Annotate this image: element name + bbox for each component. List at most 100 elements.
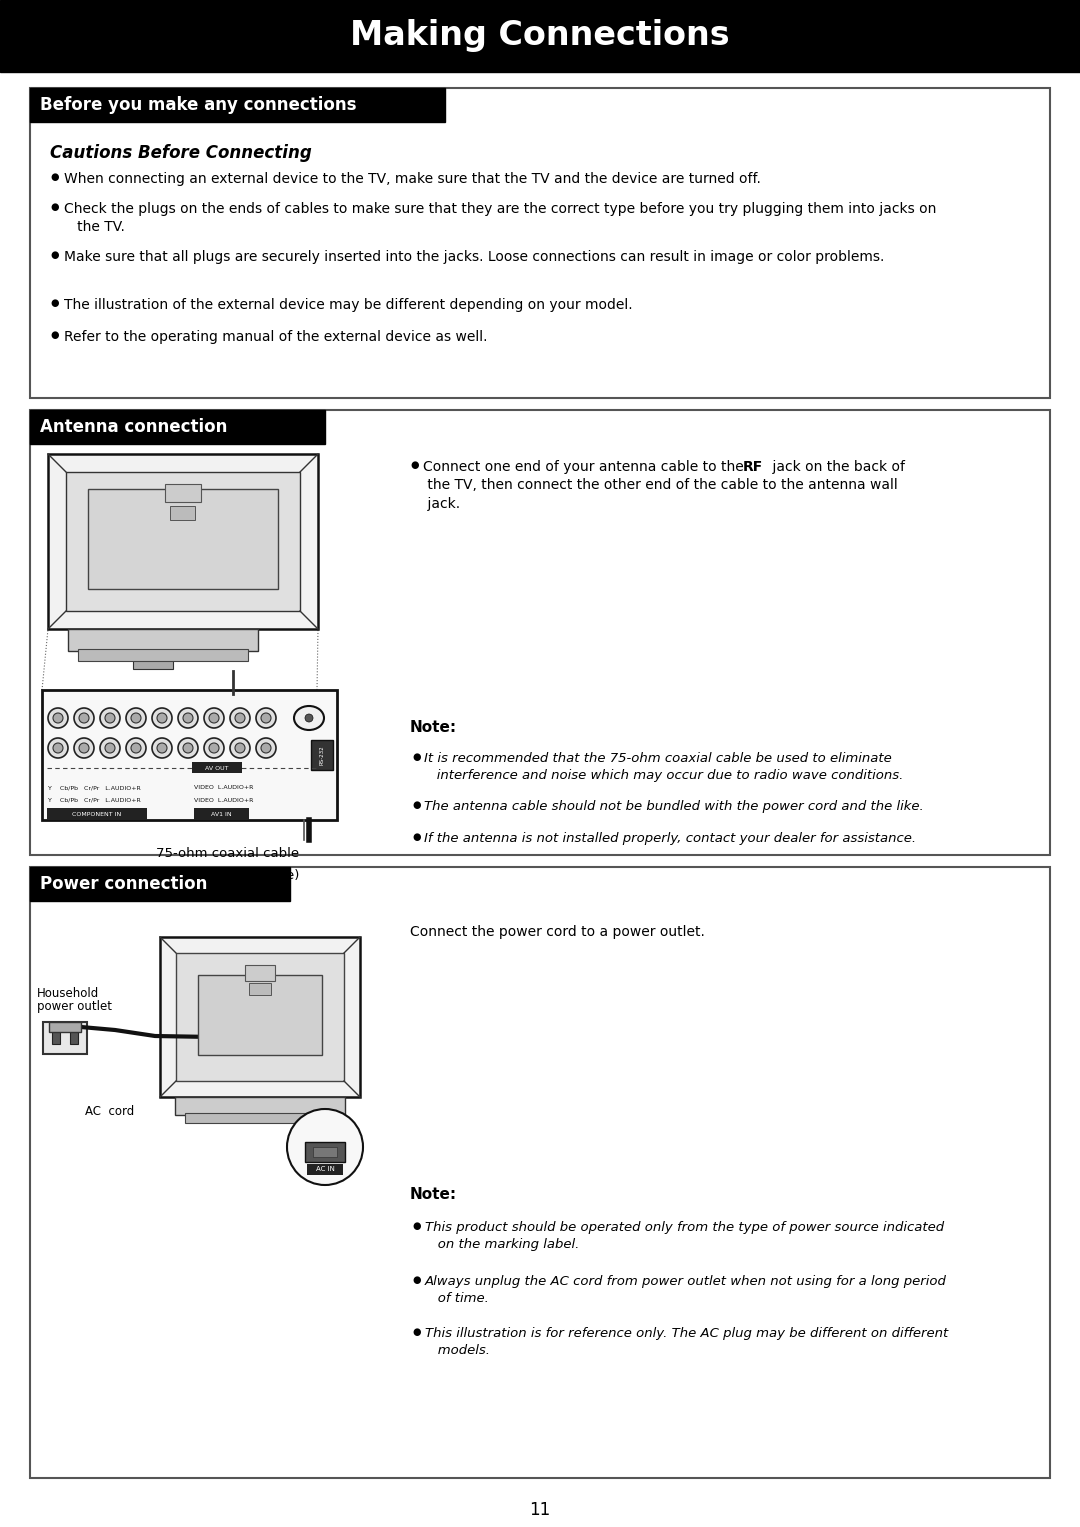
Text: ●: ● [50, 173, 58, 182]
Circle shape [75, 738, 94, 757]
Circle shape [256, 709, 276, 728]
Circle shape [75, 709, 94, 728]
Bar [249, 983, 271, 996]
Circle shape [152, 709, 172, 728]
Circle shape [178, 738, 198, 757]
Bar [185, 1113, 335, 1122]
Circle shape [305, 715, 313, 722]
Text: Refer to the operating manual of the external device as well.: Refer to the operating manual of the ext… [64, 330, 487, 344]
Ellipse shape [294, 705, 324, 730]
Bar [0, 0, 1080, 72]
Bar [176, 953, 345, 1081]
Bar [48, 808, 147, 820]
Text: Power connection: Power connection [40, 875, 207, 893]
Circle shape [261, 744, 271, 753]
Text: ●: ● [411, 800, 420, 809]
Circle shape [100, 738, 120, 757]
Circle shape [105, 713, 114, 722]
Text: ●: ● [411, 1327, 420, 1338]
Text: Y    Cb/Pb   Cr/Pr   L.AUDIO+R: Y Cb/Pb Cr/Pr L.AUDIO+R [48, 785, 140, 789]
Bar [30, 89, 445, 122]
Bar [30, 89, 1050, 399]
Text: AC IN: AC IN [315, 1167, 335, 1173]
Circle shape [183, 744, 193, 753]
Bar [305, 1142, 345, 1162]
Text: Note:: Note: [410, 721, 457, 734]
Text: It is recommended that the 75-ohm coaxial cable be used to eliminate
   interfer: It is recommended that the 75-ohm coaxia… [424, 751, 903, 782]
Text: Antenna connection: Antenna connection [40, 418, 228, 437]
Text: Making Connections: Making Connections [350, 20, 730, 52]
Bar [245, 965, 275, 980]
Circle shape [157, 713, 167, 722]
Text: ●: ● [411, 751, 420, 762]
Text: jack on the back of: jack on the back of [768, 460, 905, 473]
Text: Check the plugs on the ends of cables to make sure that they are the correct typ: Check the plugs on the ends of cables to… [64, 202, 936, 235]
Circle shape [48, 738, 68, 757]
Circle shape [183, 713, 193, 722]
Bar [160, 938, 360, 1096]
Circle shape [235, 713, 245, 722]
Text: If the antenna is not installed properly, contact your dealer for assistance.: If the antenna is not installed properly… [424, 832, 916, 844]
Circle shape [131, 713, 141, 722]
Circle shape [79, 713, 89, 722]
Text: AC  cord: AC cord [85, 1106, 134, 1118]
Text: This illustration is for reference only. The AC plug may be different on differe: This illustration is for reference only.… [426, 1327, 948, 1358]
Bar [48, 454, 318, 629]
Circle shape [230, 709, 249, 728]
Text: (round cable): (round cable) [210, 869, 299, 883]
Text: Before you make any connections: Before you make any connections [40, 96, 356, 115]
Circle shape [204, 709, 224, 728]
Circle shape [79, 744, 89, 753]
Bar [311, 741, 333, 770]
Text: the TV, then connect the other end of the cable to the antenna wall: the TV, then connect the other end of th… [423, 478, 897, 492]
Text: ●: ● [50, 250, 58, 260]
Bar [170, 505, 195, 521]
Bar [49, 1022, 81, 1032]
Bar [66, 472, 300, 611]
Bar [307, 1164, 343, 1174]
Circle shape [53, 713, 63, 722]
Text: ●: ● [411, 1275, 420, 1286]
Bar [133, 654, 173, 669]
Circle shape [204, 738, 224, 757]
Text: Always unplug the AC cord from power outlet when not using for a long period
   : Always unplug the AC cord from power out… [426, 1275, 947, 1306]
Bar [175, 1096, 345, 1115]
Text: AV1 IN: AV1 IN [211, 811, 231, 817]
Circle shape [131, 744, 141, 753]
Circle shape [53, 744, 63, 753]
Circle shape [230, 738, 249, 757]
Bar [313, 1147, 337, 1157]
Text: When connecting an external device to the TV, make sure that the TV and the devi: When connecting an external device to th… [64, 173, 761, 186]
Circle shape [235, 744, 245, 753]
Bar [52, 1031, 60, 1044]
Text: RS-232: RS-232 [320, 745, 324, 765]
Text: Connect one end of your antenna cable to the: Connect one end of your antenna cable to… [423, 460, 748, 473]
Circle shape [126, 709, 146, 728]
Bar [30, 411, 325, 444]
Circle shape [100, 709, 120, 728]
Bar [87, 489, 278, 589]
Text: Household: Household [37, 986, 99, 1000]
Text: ●: ● [50, 330, 58, 341]
Text: ●: ● [411, 832, 420, 841]
Text: ●: ● [50, 298, 58, 308]
Circle shape [178, 709, 198, 728]
Text: ●: ● [410, 460, 419, 470]
Bar [30, 867, 291, 901]
Circle shape [157, 744, 167, 753]
Circle shape [126, 738, 146, 757]
Circle shape [48, 709, 68, 728]
Text: COMPONENT IN: COMPONENT IN [72, 811, 122, 817]
Text: jack.: jack. [423, 496, 460, 512]
Bar [78, 649, 248, 661]
Text: Cautions Before Connecting: Cautions Before Connecting [50, 144, 312, 162]
Circle shape [105, 744, 114, 753]
Bar [68, 629, 258, 651]
Circle shape [261, 713, 271, 722]
Text: Make sure that all plugs are securely inserted into the jacks. Loose connections: Make sure that all plugs are securely in… [64, 250, 885, 264]
Circle shape [210, 744, 219, 753]
Text: ●: ● [50, 202, 58, 212]
Text: The illustration of the external device may be different depending on your model: The illustration of the external device … [64, 298, 633, 312]
Text: ●: ● [411, 1222, 420, 1231]
Text: power outlet: power outlet [37, 1000, 112, 1012]
